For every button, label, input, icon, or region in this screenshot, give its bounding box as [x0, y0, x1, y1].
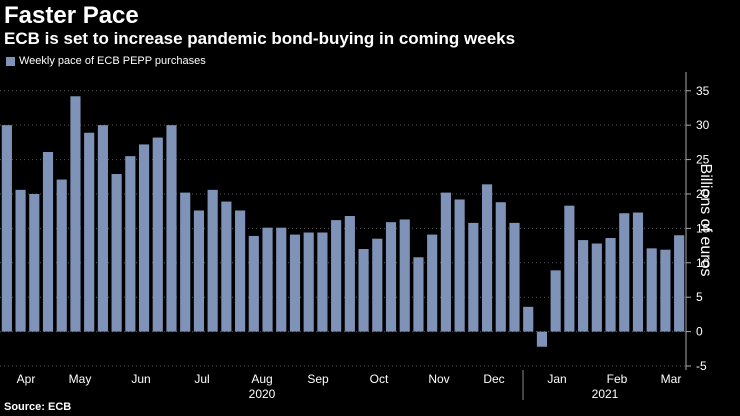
- bar: [454, 199, 465, 332]
- y-tick-label: 15: [696, 221, 710, 235]
- bar: [591, 243, 602, 332]
- bar: [605, 238, 616, 332]
- y-axis-label: Billions of euros: [697, 164, 714, 277]
- y-tick-label: -5: [696, 359, 707, 373]
- bar: [84, 132, 95, 332]
- bar: [481, 184, 493, 332]
- bar: [97, 125, 108, 332]
- x-tick-label: Jan: [547, 372, 566, 386]
- bar: [440, 192, 451, 332]
- bar: [70, 96, 81, 332]
- x-tick-label: Apr: [17, 372, 36, 386]
- bar: [331, 220, 342, 332]
- legend-label: Weekly pace of ECB PEPP purchases: [19, 55, 206, 67]
- x-tick-label: Sep: [307, 372, 329, 386]
- x-tick-label: Oct: [370, 372, 389, 386]
- bar: [207, 189, 218, 332]
- bar: [152, 137, 163, 332]
- bar: [536, 331, 548, 347]
- bar: [550, 270, 561, 332]
- x-tick-label: Jul: [194, 372, 209, 386]
- bar: [235, 210, 246, 332]
- bar: [674, 235, 685, 332]
- bar: [1, 125, 12, 332]
- x-tick-label: Jun: [131, 372, 150, 386]
- x-tick-label: Nov: [428, 372, 449, 386]
- y-tick-label: 35: [696, 84, 710, 98]
- bar: [358, 249, 369, 332]
- chart-legend: Weekly pace of ECB PEPP purchases: [6, 55, 206, 67]
- bar: [660, 249, 671, 332]
- bar: [29, 193, 40, 332]
- bar: [619, 213, 630, 332]
- y-tick-label: 0: [696, 325, 703, 339]
- bar: [413, 257, 424, 332]
- x-tick-label: Feb: [607, 372, 628, 386]
- bar: [495, 202, 506, 332]
- bar: [221, 201, 232, 332]
- bar: [344, 216, 355, 332]
- x-tick-label: Mar: [661, 372, 682, 386]
- bar: [193, 210, 205, 332]
- bar: [248, 235, 259, 332]
- x-tick-label: Dec: [483, 372, 504, 386]
- x-year-label: 2021: [592, 387, 619, 401]
- bar: [303, 232, 314, 332]
- bar: [372, 238, 383, 332]
- source-note: Source: ECB: [4, 401, 72, 413]
- bar: [138, 144, 150, 332]
- bar: [111, 174, 122, 332]
- bar: [317, 232, 328, 332]
- y-tick-label: 5: [696, 290, 703, 304]
- bar: [56, 179, 67, 332]
- y-tick-label: 10: [696, 256, 710, 270]
- x-year-label: 2020: [249, 387, 276, 401]
- bar: [385, 222, 397, 332]
- bar: [276, 227, 287, 332]
- bar: [180, 192, 191, 332]
- bar: [427, 234, 438, 332]
- bar: [262, 227, 273, 332]
- bar: [523, 306, 534, 332]
- bar: [632, 212, 644, 332]
- bar: [289, 234, 301, 332]
- bar: [646, 248, 657, 332]
- bar: [166, 125, 177, 332]
- x-tick-label: May: [69, 372, 92, 386]
- chart-title: Faster Pace: [4, 2, 139, 29]
- chart-subtitle: ECB is set to increase pandemic bond-buy…: [4, 29, 516, 48]
- bar: [578, 240, 589, 332]
- y-tick-label: 30: [696, 118, 710, 132]
- bar: [564, 205, 575, 332]
- y-tick-label: 20: [696, 187, 710, 201]
- bar: [509, 222, 520, 332]
- bar: [468, 222, 479, 332]
- bar: [125, 156, 136, 332]
- bar: [42, 152, 54, 332]
- legend-swatch: [6, 56, 15, 66]
- x-tick-label: Aug: [251, 372, 272, 386]
- bar: [15, 189, 26, 332]
- y-tick-label: 25: [696, 153, 710, 167]
- bar: [399, 219, 410, 332]
